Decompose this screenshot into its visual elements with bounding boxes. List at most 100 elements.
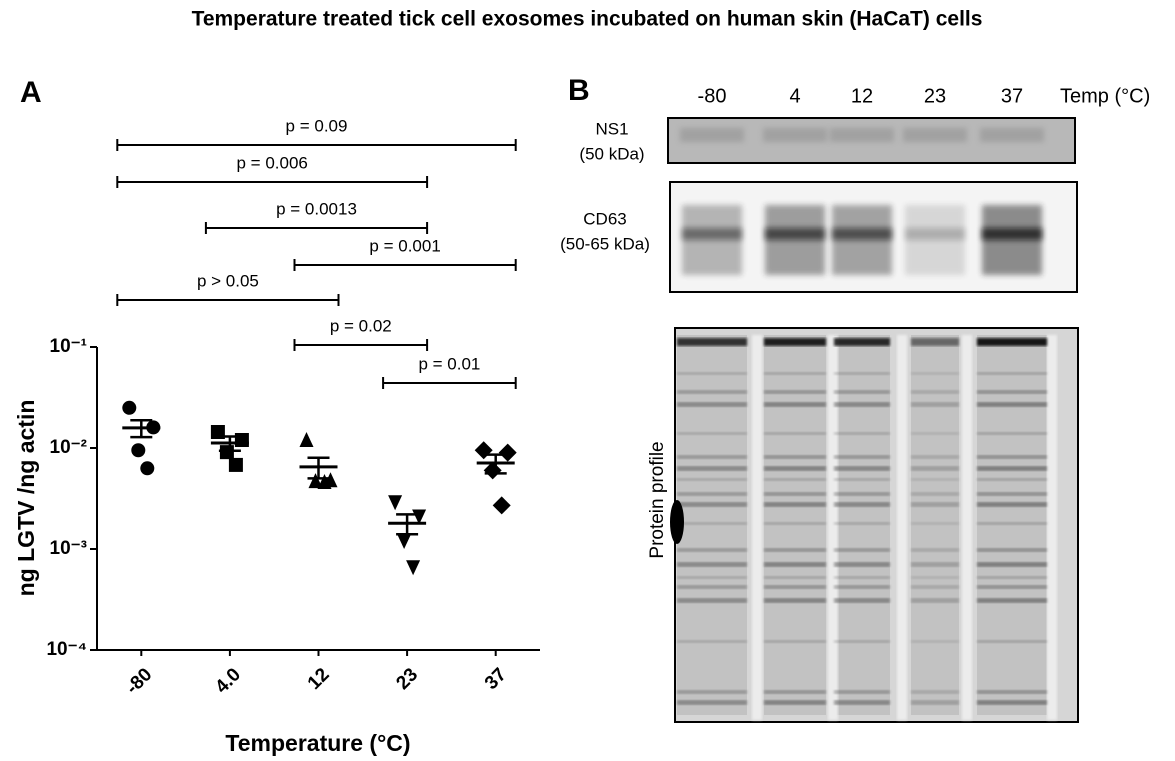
panel-label: A [20,76,42,109]
gel-band [764,502,826,507]
x-tick-label: 4.0 [211,664,245,698]
y-tick-label: 10⁻¹ [50,336,88,357]
blot-band [830,128,894,142]
gel-band [911,466,959,471]
error-bar [396,513,419,536]
gel-band [977,522,1047,525]
p-value-label: p = 0.09 [286,116,348,135]
y-tick-label: 10⁻² [50,437,88,458]
gel-band [834,390,890,394]
gel-band [677,585,747,589]
gel-band [834,585,890,589]
gel-band [677,372,747,375]
data-point [131,443,146,458]
gel-band [977,700,1047,705]
data-point [498,443,517,462]
blot-band [680,128,744,142]
significance-bracket: p = 0.006 [116,153,429,188]
data-point [299,432,314,448]
data-point [122,400,137,415]
lane-label: 4 [789,85,800,107]
blot-band [903,128,967,142]
gel-band [977,478,1047,481]
gel-band [977,338,1047,346]
lane-label: 37 [1001,85,1023,107]
x-tick-label: -80 [122,664,156,698]
gel-band [911,690,959,694]
gel-band [977,432,1047,435]
x-tick-label: 23 [392,664,422,694]
gel-band [977,502,1047,507]
gel-band [764,402,826,407]
gel-band [764,372,826,375]
gel-band [911,585,959,589]
gel-band [834,640,890,643]
p-value-label: p = 0.001 [369,236,440,255]
data-point [474,441,493,460]
gel-band [677,492,747,496]
gel-gap [897,335,907,720]
gel-band [977,402,1047,407]
error-bar [130,419,153,439]
gel-band [764,640,826,643]
significance-bracket: p = 0.02 [293,316,429,351]
gel-band [911,432,959,435]
gel-band [677,562,747,567]
data-point [406,560,421,576]
data-point [397,534,412,550]
gel-band [677,338,747,346]
gel-band [764,432,826,435]
gel-band [764,466,826,471]
gel-band [677,548,747,552]
gel-band [764,478,826,481]
gel-band [911,372,959,375]
y-tick-label: 10⁻⁴ [46,639,87,660]
blot-row-name: NS1 [595,119,628,138]
gel-band [911,640,959,643]
gel-band [834,455,890,459]
error-bar [307,456,330,480]
blot-panel: Temp (°C) NS1 (50 kDa) CD63 (50-65 kDa) … [560,85,1150,723]
gel-band [677,502,747,507]
gel-band [677,402,747,407]
gel-band [764,562,826,567]
gel-artifact [670,500,684,544]
gel-band [764,390,826,394]
blot-row-size: (50 kDa) [579,144,644,163]
gel-band [764,338,826,346]
gel-band [834,502,890,507]
gel-band [677,466,747,471]
gel-band [764,492,826,496]
gel-band [677,390,747,394]
significance-bracket: p = 0.01 [382,354,517,389]
gel-band [834,402,890,407]
gel-band [764,455,826,459]
gel-band [911,478,959,481]
gel-band [911,402,959,407]
x-tick-label: 12 [304,664,334,694]
gel-band [834,522,890,525]
gel-band [977,690,1047,694]
blot-band [763,128,827,142]
blot-band [832,228,892,240]
gel-band [977,576,1047,579]
gel-band [764,598,826,603]
p-value-label: p > 0.05 [197,271,259,290]
gel-band [764,700,826,705]
gel-band [834,466,890,471]
gel-band [677,690,747,694]
gel-band [677,700,747,705]
p-value-label: p = 0.0013 [276,199,357,218]
y-axis-label: ng LGTV /ng actin [13,400,39,597]
gel-band [911,338,959,346]
gel-band [911,562,959,567]
data-point [228,457,243,472]
gel-band [977,562,1047,567]
gel-band [834,478,890,481]
lane-label: 12 [851,85,873,107]
significance-bracket: p > 0.05 [116,271,340,306]
gel-band [911,522,959,525]
gel-band [677,432,747,435]
gel-band [764,576,826,579]
